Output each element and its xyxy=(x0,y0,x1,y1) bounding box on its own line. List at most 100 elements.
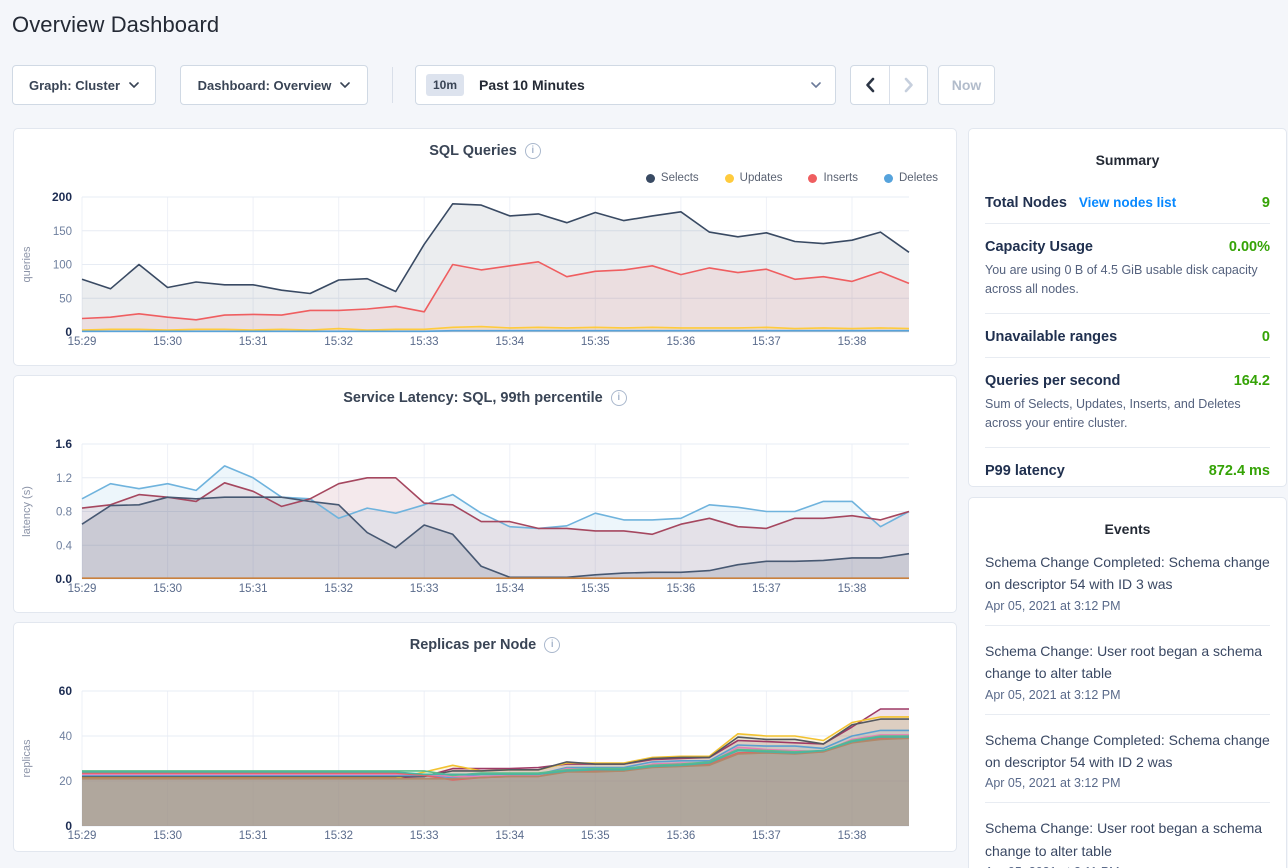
p99-latency-label: P99 latency xyxy=(985,462,1065,479)
legend-item-updates[interactable]: Updates xyxy=(724,172,782,184)
svg-text:1.6: 1.6 xyxy=(55,437,72,451)
event-text: Schema Change Completed: Schema change o… xyxy=(985,554,1270,593)
toolbar-divider xyxy=(392,67,393,103)
event-list-item[interactable]: Schema Change Completed: Schema change o… xyxy=(985,537,1270,626)
svg-text:0.4: 0.4 xyxy=(56,540,73,552)
summary-panel: Summary Total Nodes View nodes list 9 Ca… xyxy=(968,128,1287,487)
svg-text:15:32: 15:32 xyxy=(324,830,353,842)
qps-caption: Sum of Selects, Updates, Inserts, and De… xyxy=(985,396,1241,431)
svg-text:latency (s): latency (s) xyxy=(21,486,33,537)
svg-text:0: 0 xyxy=(65,325,72,339)
chevron-down-icon xyxy=(811,82,821,88)
dashboard-dropdown-label: Dashboard: Overview xyxy=(197,77,332,93)
chart-title: SQL Queries xyxy=(429,143,517,159)
service-latency-chart-panel: Service Latency: SQL, 99th percentile i … xyxy=(13,375,957,613)
svg-text:15:38: 15:38 xyxy=(838,830,867,842)
svg-text:15:32: 15:32 xyxy=(324,583,353,595)
time-range-select[interactable]: 10m Past 10 Minutes xyxy=(415,65,836,105)
now-button[interactable]: Now xyxy=(938,65,995,105)
svg-text:150: 150 xyxy=(53,226,72,238)
svg-text:1.2: 1.2 xyxy=(56,473,72,485)
view-nodes-list-link[interactable]: View nodes list xyxy=(1078,195,1177,210)
chevron-down-icon xyxy=(340,82,351,88)
svg-text:15:31: 15:31 xyxy=(239,583,268,595)
event-text: Schema Change: User root began a schema … xyxy=(985,820,1263,859)
svg-text:200: 200 xyxy=(52,190,72,204)
legend-item-deletes[interactable]: Deletes xyxy=(884,172,938,184)
event-text: Schema Change: User root began a schema … xyxy=(985,642,1263,682)
event-timestamp: Apr 05, 2021 at 3:11 PM xyxy=(985,865,1270,868)
events-heading: Events xyxy=(1104,521,1151,537)
legend-item-selects[interactable]: Selects xyxy=(645,172,699,184)
summary-row-qps: Queries per second 164.2 Sum of Selects,… xyxy=(985,356,1270,447)
capacity-caption: You are using 0 B of 4.5 GiB usable disk… xyxy=(985,263,1258,297)
sql-queries-plot[interactable]: 15:29 15:30 15:31 15:32 15:33 15:34 15:35 15:36… xyxy=(14,185,944,357)
info-icon[interactable]: i xyxy=(544,637,561,653)
svg-text:60: 60 xyxy=(59,684,73,698)
legend-item-inserts[interactable]: Inserts xyxy=(808,172,858,184)
svg-text:15:34: 15:34 xyxy=(495,830,524,842)
chevron-right-icon xyxy=(904,77,913,93)
svg-text:15:31: 15:31 xyxy=(239,336,268,348)
svg-text:0: 0 xyxy=(65,819,72,833)
legend-dot xyxy=(645,173,655,183)
total-nodes-label: Total Nodes xyxy=(985,195,1067,211)
time-range-label: Past 10 Minutes xyxy=(479,77,585,93)
svg-text:0.0: 0.0 xyxy=(55,572,72,586)
svg-text:15:35: 15:35 xyxy=(581,336,610,348)
chart-legend: Selects Updates Inserts Deletes xyxy=(645,172,938,184)
info-icon[interactable]: i xyxy=(524,143,541,159)
page-title: Overview Dashboard xyxy=(12,12,220,37)
capacity-label: Capacity Usage xyxy=(985,239,1093,255)
svg-text:replicas: replicas xyxy=(21,739,33,777)
graph-dropdown[interactable]: Graph: Cluster xyxy=(12,65,156,105)
svg-text:15:29: 15:29 xyxy=(68,830,97,842)
svg-text:15:30: 15:30 xyxy=(153,830,182,842)
chart-title: Replicas per Node xyxy=(409,637,537,653)
timewindow-step-group xyxy=(850,65,928,105)
svg-text:15:34: 15:34 xyxy=(495,336,524,348)
replicas-per-node-plot[interactable]: 15:29 15:30 15:31 15:32 15:33 15:34 15:35 15:36… xyxy=(14,679,944,851)
summary-row-unavailable-ranges: Unavailable ranges 0 xyxy=(985,312,1270,357)
svg-text:15:38: 15:38 xyxy=(838,583,867,595)
event-list-item[interactable]: Schema Change Completed: Schema change o… xyxy=(985,715,1270,804)
svg-text:15:38: 15:38 xyxy=(838,336,867,348)
unavailable-ranges-value: 0 xyxy=(1261,328,1270,345)
svg-text:15:29: 15:29 xyxy=(68,336,97,348)
sql-queries-chart-panel: SQL Queries i Selects Updates Inserts De… xyxy=(13,128,957,366)
event-list-item[interactable]: Schema Change: User root began a schema … xyxy=(985,626,1270,715)
svg-text:15:33: 15:33 xyxy=(410,583,439,595)
event-list-item[interactable]: Schema Change: User root began a schema … xyxy=(985,803,1270,868)
event-timestamp: Apr 05, 2021 at 3:12 PM xyxy=(985,687,1121,702)
svg-text:15:35: 15:35 xyxy=(581,583,610,595)
qps-value: 164.2 xyxy=(1233,372,1270,389)
svg-text:15:37: 15:37 xyxy=(752,336,781,348)
time-range-badge: 10m xyxy=(426,74,465,96)
svg-text:15:30: 15:30 xyxy=(153,583,182,595)
event-text: Schema Change Completed: Schema change o… xyxy=(985,731,1270,770)
svg-text:40: 40 xyxy=(59,731,72,743)
next-timewindow-button[interactable] xyxy=(889,66,927,104)
svg-text:15:32: 15:32 xyxy=(324,336,353,348)
p99-latency-value: 872.4 ms xyxy=(1208,462,1270,479)
svg-text:15:37: 15:37 xyxy=(752,583,781,595)
info-icon[interactable]: i xyxy=(610,390,627,406)
capacity-value: 0.00% xyxy=(1228,239,1270,255)
replicas-per-node-chart-panel: Replicas per Node i 15:29 15:30 15:31 15:32… xyxy=(13,622,957,852)
summary-row-total-nodes: Total Nodes View nodes list 9 xyxy=(985,180,1270,223)
svg-text:15:34: 15:34 xyxy=(495,583,524,595)
event-timestamp: Apr 05, 2021 at 3:12 PM xyxy=(985,776,1121,791)
dashboard-dropdown[interactable]: Dashboard: Overview xyxy=(180,65,368,105)
svg-text:100: 100 xyxy=(53,260,72,272)
prev-timewindow-button[interactable] xyxy=(851,66,889,104)
svg-text:15:36: 15:36 xyxy=(667,830,696,842)
summary-row-p99-latency: P99 latency 872.4 ms xyxy=(985,446,1270,491)
unavailable-ranges-label: Unavailable ranges xyxy=(985,328,1118,345)
svg-text:15:33: 15:33 xyxy=(410,336,439,348)
chart-title: Service Latency: SQL, 99th percentile xyxy=(343,390,603,406)
service-latency-plot[interactable]: 15:29 15:30 15:31 15:32 15:33 15:34 15:35 15:36… xyxy=(14,432,944,604)
summary-row-capacity: Capacity Usage 0.00% You are using 0 B o… xyxy=(985,223,1270,313)
summary-heading: Summary xyxy=(1095,152,1160,168)
qps-label: Queries per second xyxy=(985,372,1121,389)
svg-text:15:36: 15:36 xyxy=(667,583,696,595)
